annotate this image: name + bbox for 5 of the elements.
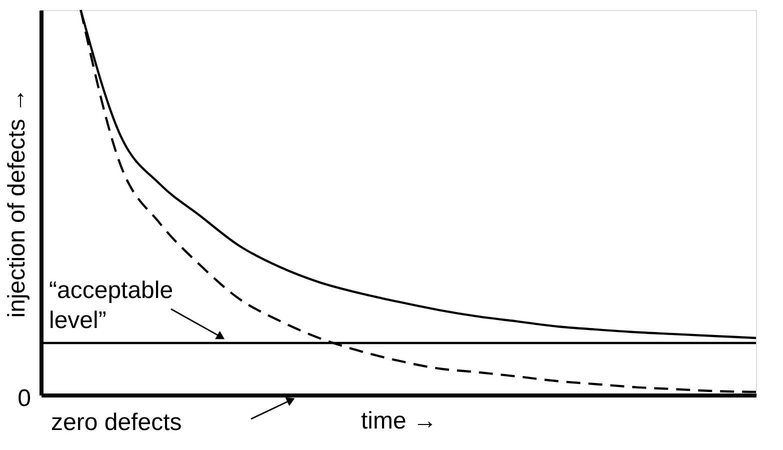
x-axis-title: time → [360, 408, 438, 434]
text: zero defects [51, 409, 182, 436]
y-axis-title: injection of defects → [4, 88, 30, 318]
text: 0 [18, 385, 31, 412]
ref-line-label: “acceptable level” [49, 277, 174, 334]
